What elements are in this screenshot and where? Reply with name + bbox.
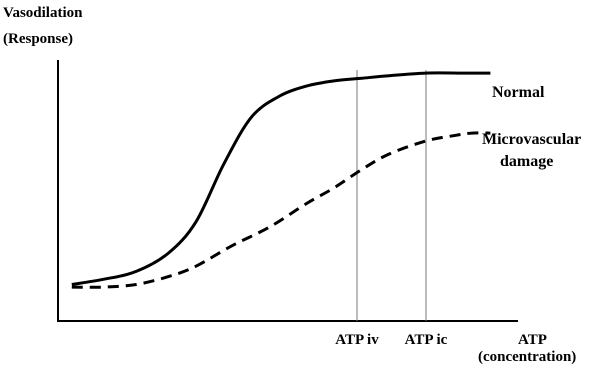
series-label-normal: Normal <box>492 84 545 101</box>
x-axis-label-line-2: (concentration) <box>478 349 576 365</box>
y-axis-label-line-2: (Response) <box>3 31 73 47</box>
reference-lines: ATP iv ATP ic <box>335 70 448 348</box>
x-axis-label-line-1: ATP <box>518 332 547 348</box>
series-label-microvascular-line-2: damage <box>500 153 553 170</box>
series-label-microvascular-line-1: Microvascular <box>482 131 581 148</box>
series-line-normal <box>71 71 491 286</box>
series-line-microvascular-damage <box>71 131 491 289</box>
series-group <box>71 71 491 289</box>
reference-label-2: ATP ic <box>405 332 448 348</box>
y-axis-label-line-1: Vasodilation <box>3 5 83 21</box>
reference-label-1: ATP iv <box>335 332 379 348</box>
